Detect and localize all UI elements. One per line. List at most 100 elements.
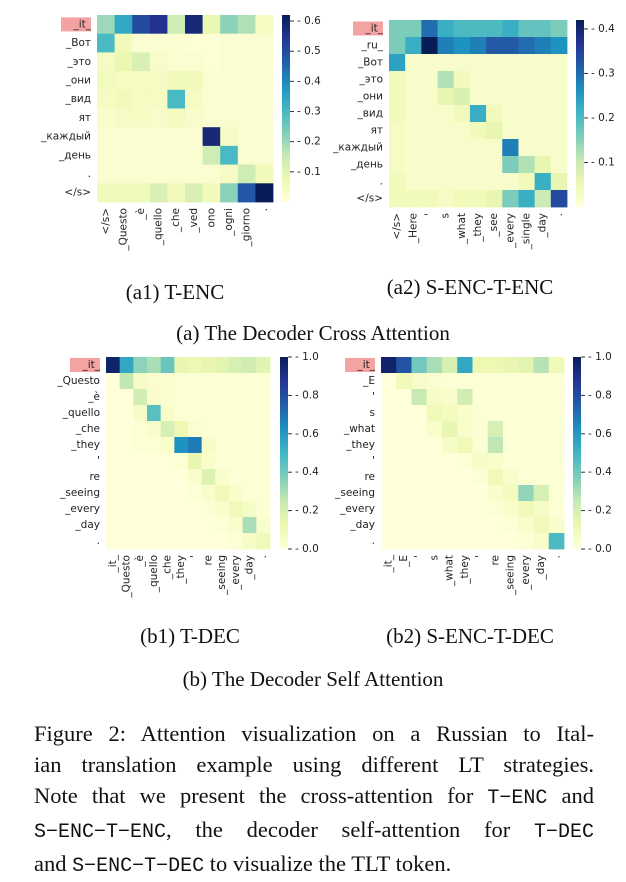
heatmap-cell [106, 437, 121, 454]
heatmap-cell [487, 501, 504, 518]
heatmap-cell [256, 389, 271, 406]
heatmap-cell [389, 37, 406, 55]
y-tick-label-it: _it_ [72, 18, 91, 30]
heatmap-cell [469, 37, 487, 55]
heatmap-cell [160, 437, 175, 454]
heatmap-cell [396, 469, 412, 486]
heatmap-cell [503, 517, 519, 534]
heatmap-cell [518, 405, 534, 422]
heatmap-cell [518, 373, 534, 390]
heatmap-cell [242, 533, 257, 550]
heatmap-cell [426, 437, 443, 454]
tlt-token-highlight [353, 21, 383, 36]
heatmap-cell [220, 145, 239, 165]
heatmap-cell [457, 437, 473, 454]
heatmap-cell [119, 533, 134, 550]
x-tick-label-seeing: _seeing [216, 555, 228, 596]
heatmap-cell [106, 469, 121, 486]
heatmap-cell [453, 105, 471, 123]
heatmap-cell [518, 173, 536, 191]
caption-code-t-dec: T−DEC [533, 821, 594, 844]
heatmap-cell [242, 501, 257, 518]
x-tick-label-punct: ' [474, 555, 486, 558]
heatmap-cell [215, 421, 230, 438]
heatmap-cell [255, 71, 274, 91]
caption-text: and [34, 851, 73, 876]
heatmap-cell [469, 71, 487, 89]
heatmap-cell [201, 421, 216, 438]
heatmap-cell [132, 89, 151, 109]
colorbar-tick-label: - 0.2 [295, 505, 319, 517]
subfigure-caption-b2: (b2) S-ENC-T-DEC [386, 624, 554, 648]
heatmap-cell [185, 15, 203, 35]
heatmap-cell [114, 127, 133, 147]
heatmap-cell [237, 15, 256, 35]
heatmap-cell [533, 485, 550, 502]
heatmap-cell [119, 437, 134, 454]
heatmap-cell [220, 108, 239, 128]
heatmap-cell [114, 15, 133, 35]
heatmap-cell [220, 127, 239, 147]
heatmap-cell [201, 437, 216, 454]
heatmap-cell [421, 156, 438, 174]
heatmap-cell [389, 139, 406, 157]
tlt-token-highlight [345, 358, 375, 372]
heatmap-cell [149, 127, 168, 147]
heatmap-cell [256, 485, 271, 502]
heatmap-cell [132, 108, 151, 128]
heatmap-cell [469, 139, 487, 157]
colorbar-tick-label: - 0.3 [591, 67, 615, 79]
heatmap-cell [457, 389, 473, 406]
colorbar-tick-label: - 0.6 [588, 428, 612, 440]
heatmap-cell [396, 373, 412, 390]
colorbar-tick-label: - 0.1 [591, 156, 615, 168]
heatmap-cell [518, 71, 536, 89]
heatmap-cell [97, 89, 115, 109]
x-tick-label-che: _che [170, 208, 182, 233]
y-tick-label-punct: . [380, 176, 383, 188]
y-tick-label-punct: _è [87, 391, 100, 403]
colorbar-tick-label: - 0.5 [297, 45, 321, 57]
heatmap-cell [237, 89, 256, 109]
heatmap-cell [437, 105, 455, 123]
heatmap-cell [518, 453, 534, 470]
heatmap-cell [97, 52, 115, 72]
heatmap-cell [389, 105, 406, 123]
x-tick-label-ved: _ved [188, 208, 200, 234]
heatmap-cell [426, 485, 443, 502]
heatmap-cell [229, 357, 244, 374]
heatmap-cell [149, 183, 168, 203]
heatmap-cell [472, 421, 489, 438]
heatmap-cell [201, 389, 216, 406]
heatmap-cell [487, 405, 504, 422]
heatmap-cell [533, 421, 550, 438]
heatmap-cell [106, 405, 121, 422]
heatmap-cell [396, 453, 412, 470]
heatmap-cell [106, 453, 121, 470]
heatmap-cell [256, 373, 271, 390]
heatmap-cell [167, 89, 186, 109]
x-tick-label-they: _they [459, 555, 471, 585]
heatmap-cell [215, 405, 230, 422]
heatmap-cell [442, 485, 458, 502]
y-tick-label-re: re [364, 471, 375, 483]
heatmap-cell [242, 421, 257, 438]
heatmap-cell [421, 190, 438, 208]
heatmap-cell [119, 405, 134, 422]
y-tick-label-ят: ят [371, 125, 383, 137]
heatmap-cell [255, 145, 274, 165]
heatmap-cell [185, 164, 203, 184]
heatmap-cell [185, 52, 203, 72]
heatmap-cell [215, 501, 230, 518]
heatmap-cell [442, 373, 458, 390]
heatmap-cell [229, 501, 244, 518]
heatmap-cell [411, 533, 428, 550]
heatmap-cell [457, 405, 473, 422]
heatmap-cell [533, 405, 550, 422]
heatmap-cell [147, 357, 162, 374]
heatmap-cell [242, 405, 257, 422]
heatmap-cell [503, 389, 519, 406]
heatmap-cell [119, 469, 134, 486]
heatmap-cell [533, 389, 550, 406]
heatmap-cell [149, 89, 168, 109]
